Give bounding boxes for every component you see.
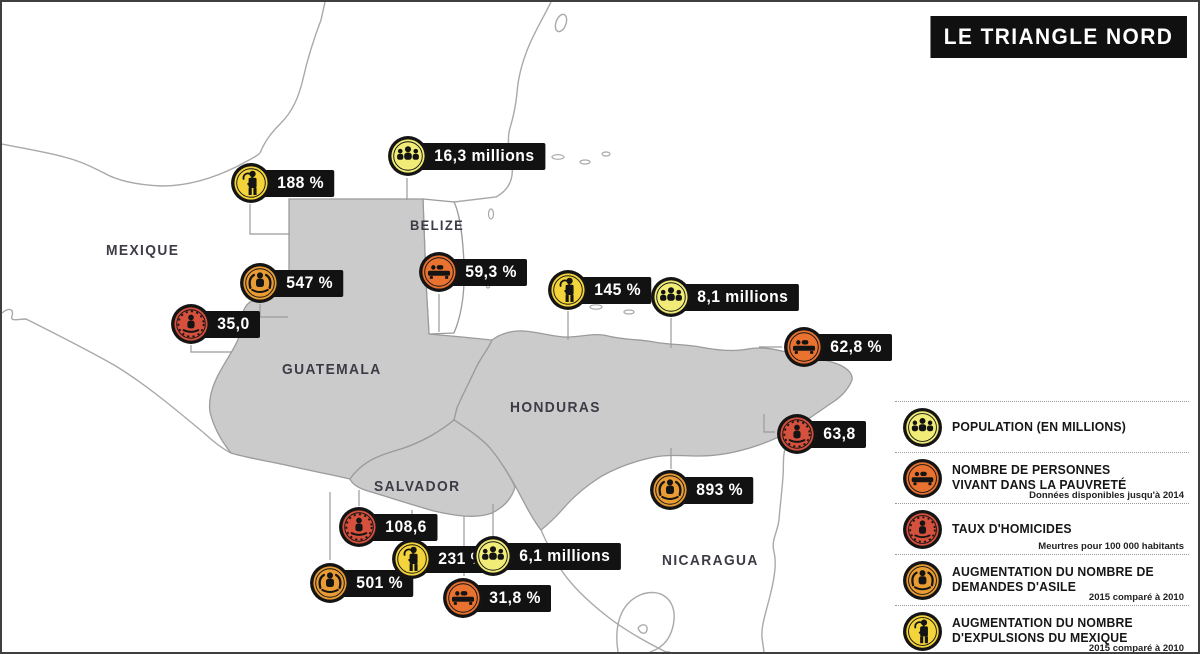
badge-population-honduras: 8,1 millions [650, 276, 805, 318]
homicide-icon [338, 506, 380, 548]
legend-note: Meurtres pour 100 000 habitants [1038, 541, 1184, 552]
homicide-icon [776, 413, 818, 455]
badge-asylum-honduras: 893 % [649, 469, 757, 511]
expulsion-icon [391, 538, 433, 580]
legend: POPULATION (EN MILLIONS) NOMBRE DE PERSO… [895, 401, 1189, 654]
legend-label: TAUX D'HOMICIDES [952, 520, 1072, 536]
poverty-icon [902, 458, 943, 499]
legend-label: POPULATION (EN MILLIONS) [952, 418, 1127, 434]
asylum-icon [239, 262, 281, 304]
legend-note: 2015 comparé à 2010 [1088, 592, 1184, 603]
stat-value: 8,1 millions [683, 283, 799, 311]
homicide-icon [902, 509, 943, 550]
country-label-guatemala: GUATEMALA [282, 361, 382, 378]
stat-value: 63,8 [809, 420, 867, 448]
homicide-icon [170, 303, 212, 345]
country-label-belize: BELIZE [410, 217, 465, 233]
expulsion-icon [230, 162, 272, 204]
stat-value: 188 % [263, 169, 335, 197]
legend-label: NOMBRE DE PERSONNES VIVANT DANS LA PAUVR… [952, 462, 1127, 492]
badge-population-salvador: 6,1 millions [472, 535, 627, 577]
stat-value: 62,8 % [816, 333, 893, 361]
badge-expulsion-honduras: 145 % [547, 269, 655, 311]
coastline-paths [2, 2, 568, 454]
legend-note: Données disponibles jusqu'à 2014 [1029, 490, 1184, 501]
stat-value: 108,6 [371, 513, 438, 541]
badge-poverty-salvador: 31,8 % [442, 577, 555, 619]
legend-note: 2015 comparé à 2010 [1088, 643, 1184, 654]
population-icon [650, 276, 692, 318]
page-title: LE TRIANGLE NORD [930, 16, 1187, 58]
population-icon [902, 407, 943, 448]
stat-value: 31,8 % [475, 584, 552, 612]
asylum-icon [309, 562, 351, 604]
badge-homicide-salvador: 108,6 [338, 506, 441, 548]
stat-value: 35,0 [203, 310, 261, 338]
badge-poverty-guatemala: 59,3 % [418, 251, 531, 293]
stat-value: 6,1 millions [505, 542, 621, 570]
population-icon [472, 535, 514, 577]
expulsion-icon [902, 611, 943, 652]
country-label-honduras: HONDURAS [510, 399, 601, 416]
poverty-icon [442, 577, 484, 619]
stat-value: 16,3 millions [420, 142, 545, 170]
stat-value: 893 % [682, 476, 754, 504]
stat-value: 547 % [272, 269, 344, 297]
legend-item-population: POPULATION (EN MILLIONS) [895, 402, 1189, 453]
legend-item-poverty: NOMBRE DE PERSONNES VIVANT DANS LA PAUVR… [895, 453, 1189, 504]
stat-value: 145 % [580, 276, 652, 304]
poverty-icon [783, 326, 825, 368]
badge-asylum-guatemala: 547 % [239, 262, 347, 304]
legend-item-expulsion: AUGMENTATION DU NOMBRE D'EXPULSIONS DU M… [895, 606, 1189, 654]
legend-label: AUGMENTATION DU NOMBRE DE DEMANDES D'ASI… [952, 564, 1154, 594]
asylum-icon [902, 560, 943, 601]
poverty-icon [418, 251, 460, 293]
badge-homicide-honduras: 63,8 [776, 413, 869, 455]
population-icon [387, 135, 429, 177]
legend-label: AUGMENTATION DU NOMBRE D'EXPULSIONS DU M… [952, 615, 1133, 645]
badge-population-guatemala: 16,3 millions [387, 135, 552, 177]
expulsion-icon [547, 269, 589, 311]
badge-expulsion-guatemala: 188 % [230, 162, 338, 204]
salvador-shape [349, 419, 516, 517]
legend-item-homicide: TAUX D'HOMICIDES Meurtres pour 100 000 h… [895, 504, 1189, 555]
asylum-icon [649, 469, 691, 511]
badge-poverty-honduras: 62,8 % [783, 326, 896, 368]
stat-value: 59,3 % [451, 258, 528, 286]
country-label-mexico: MEXIQUE [106, 242, 180, 259]
legend-item-asylum: AUGMENTATION DU NOMBRE DE DEMANDES D'ASI… [895, 555, 1189, 606]
country-label-nicaragua: NICARAGUA [662, 552, 759, 569]
country-label-salvador: SALVADOR [374, 478, 461, 495]
badge-homicide-guatemala: 35,0 [170, 303, 263, 345]
